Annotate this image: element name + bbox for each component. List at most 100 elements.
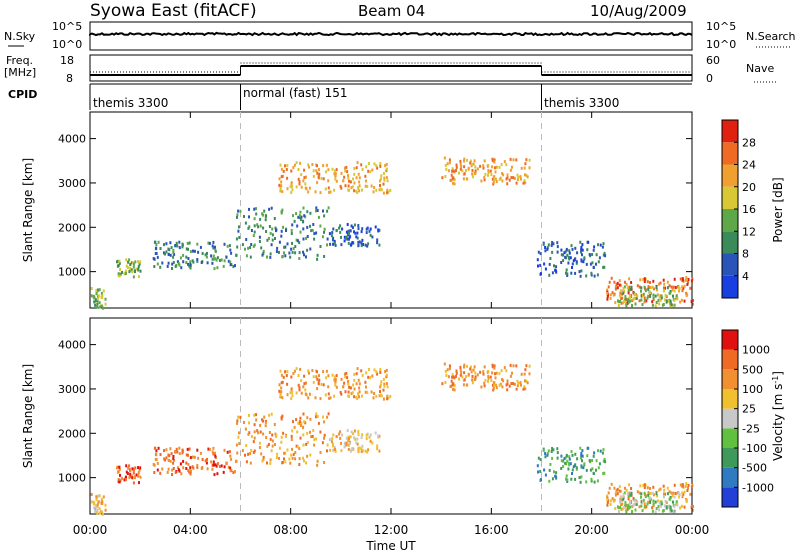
scatter-point (520, 383, 522, 387)
scatter-point (367, 242, 370, 246)
scatter-point (250, 449, 253, 452)
scatter-point (350, 392, 353, 396)
scatter-point (100, 497, 103, 501)
scatter-point (259, 430, 262, 434)
x-tick-label: 20:00 (574, 523, 609, 537)
scatter-point (455, 369, 458, 373)
scatter-point (480, 179, 483, 183)
scatter-point (385, 368, 388, 372)
scatter-point (528, 158, 531, 162)
scatter-point (333, 378, 336, 382)
scatter-point (243, 421, 245, 424)
scatter-point (300, 173, 303, 177)
scatter-point (661, 509, 664, 513)
scatter-point (239, 415, 242, 419)
scatter-point (544, 473, 547, 477)
scatter-point (306, 431, 309, 435)
y-tick-label: 4000 (58, 133, 86, 146)
scatter-point (453, 178, 456, 182)
scatter-point (602, 448, 605, 452)
scatter-point (580, 247, 583, 251)
scatter-point (565, 477, 567, 481)
scatter-point (626, 492, 629, 496)
scatter-point (276, 246, 279, 250)
scatter-point (664, 298, 666, 302)
scatter-point (309, 224, 311, 228)
scatter-point (129, 266, 132, 270)
scatter-point (528, 372, 531, 376)
scatter-point (580, 453, 583, 457)
scatter-point (280, 373, 283, 377)
scatter-point (329, 242, 332, 246)
scatter-point (471, 172, 474, 176)
scatter-point (602, 471, 605, 475)
scatter-point (487, 173, 489, 177)
scatter-point (187, 463, 190, 466)
scatter-point (117, 272, 120, 276)
scatter-point (347, 390, 350, 394)
scatter-point (313, 237, 316, 241)
scatter-point (249, 255, 252, 259)
scatter-point (308, 186, 311, 190)
scatter-point (281, 396, 284, 400)
scatter-point (295, 418, 298, 422)
scatter-point (206, 251, 208, 255)
scatter-point (524, 379, 526, 383)
scatter-point (331, 444, 334, 448)
scatter-point (98, 301, 101, 305)
scatter-point (383, 384, 386, 388)
scatter-point (303, 382, 306, 386)
scatter-point (683, 505, 686, 509)
scatter-point (595, 468, 597, 472)
scatter-point (334, 177, 337, 181)
scatter-point (345, 230, 348, 234)
scatter-point (369, 233, 372, 237)
scatter-point (555, 475, 557, 479)
scatter-point (482, 164, 485, 168)
scatter-point (360, 230, 363, 234)
scatter-point (199, 245, 202, 249)
scatter-point (515, 364, 518, 368)
colorbar-swatch (722, 467, 738, 488)
scatter-point (382, 377, 385, 381)
scatter-point (332, 227, 335, 231)
scatter-point (606, 297, 609, 301)
scatter-point (204, 253, 207, 257)
scatter-point (644, 505, 647, 508)
scatter-point (455, 165, 458, 169)
scatter-point (569, 256, 572, 260)
scatter-point (592, 266, 595, 269)
scatter-point (340, 171, 343, 175)
scatter-point (599, 449, 602, 453)
scatter-point (670, 491, 673, 495)
scatter-point (631, 505, 634, 509)
scatter-point (298, 386, 301, 390)
scatter-point (494, 383, 497, 387)
scatter-point (462, 177, 465, 181)
scatter-point (212, 463, 215, 467)
scatter-point (544, 267, 547, 271)
scatter-point (539, 469, 542, 473)
scatter-point (318, 378, 321, 382)
scatter-point (596, 273, 599, 277)
scatter-point (652, 485, 655, 489)
scatter-point (306, 248, 309, 252)
scatter-point (299, 210, 302, 214)
scatter-point (229, 263, 232, 267)
scatter-point (138, 481, 140, 485)
scatter-point (506, 388, 509, 392)
scatter-point (593, 480, 596, 484)
scatter-point (689, 492, 692, 496)
scatter-point (309, 211, 312, 215)
scatter-point (100, 291, 103, 295)
scatter-point (253, 430, 256, 434)
scatter-point (290, 228, 293, 232)
scatter-point (669, 290, 672, 293)
scatter-point (631, 299, 634, 303)
scatter-point (580, 269, 583, 273)
scatter-point (369, 170, 372, 174)
scatter-point (333, 445, 336, 449)
scatter-point (506, 382, 509, 386)
scatter-point (373, 368, 376, 372)
